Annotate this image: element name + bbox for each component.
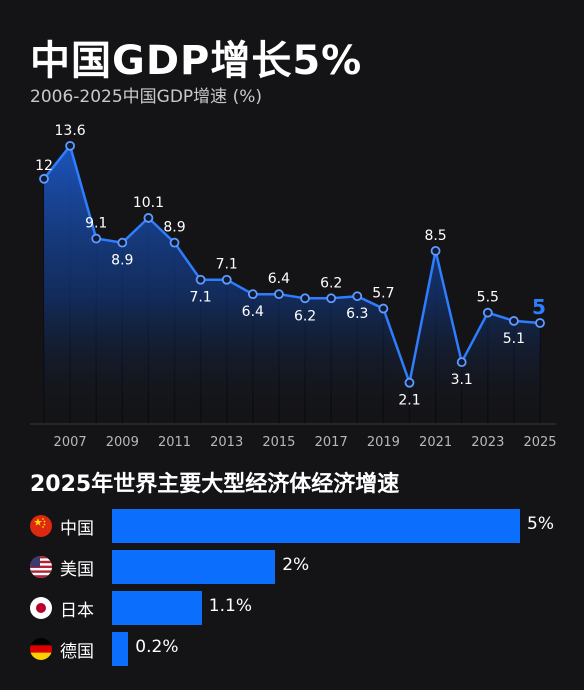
data-point: [143, 213, 154, 223]
data-point: [91, 233, 102, 244]
bar-value-label: 5%: [527, 514, 554, 534]
data-label: 6.4: [268, 271, 290, 287]
data-point: [508, 316, 519, 326]
data-point: [352, 291, 363, 302]
bar-value-label: 2%: [282, 555, 310, 575]
data-label: 6.2: [294, 308, 316, 324]
data-label: 7.1: [216, 257, 238, 273]
x-tick-label: 2013: [210, 435, 243, 450]
bar: [112, 550, 276, 584]
data-label: 9.1: [85, 216, 107, 232]
x-tick-label: 2007: [54, 435, 87, 450]
x-tick-label: 2017: [315, 435, 348, 450]
data-point: [482, 307, 493, 318]
bar-row: 中国 5%: [0, 507, 584, 545]
data-point: [378, 303, 389, 314]
data-point: [169, 237, 180, 248]
data-label: 8.9: [163, 220, 185, 236]
data-label: 7.1: [189, 290, 211, 306]
x-tick-label: 2009: [106, 435, 139, 450]
page-title: 中国GDP增长5%: [30, 38, 363, 84]
bar: [112, 509, 520, 543]
data-label: 5.5: [477, 290, 499, 306]
data-point: [300, 293, 310, 304]
bar-row: 美国 2%: [0, 548, 584, 586]
data-label: 10.1: [133, 195, 164, 211]
x-tick-label: 2019: [367, 435, 400, 450]
data-label: 8.9: [111, 253, 133, 269]
bar: [112, 632, 129, 666]
data-point: [247, 289, 258, 300]
page-subtitle: 2006-2025中国GDP增速 (%): [30, 87, 262, 107]
country-label: 美国: [60, 560, 94, 580]
data-label: 8.5: [424, 228, 446, 244]
bar-chart-title: 2025年世界主要大型经济体经济增速: [30, 472, 400, 497]
bar-value-label: 0.2%: [135, 637, 179, 657]
data-point: [65, 140, 76, 151]
x-tick-label: 2011: [158, 435, 191, 450]
data-point: [274, 289, 284, 300]
data-label: 5.7: [372, 286, 394, 302]
usa-flag-icon: [30, 556, 52, 578]
data-point: [456, 357, 467, 368]
x-tick-label: 2025: [523, 435, 556, 450]
data-label: 3.1: [451, 372, 473, 388]
data-point: [221, 274, 232, 285]
bar-value-label: 1.1%: [208, 596, 252, 616]
data-point: [39, 173, 49, 184]
china-flag-icon: [30, 515, 52, 537]
data-point: [195, 274, 206, 285]
data-label: 13.6: [55, 123, 86, 139]
data-point: [326, 293, 337, 304]
x-tick-label: 2023: [471, 435, 504, 450]
data-label: 6.4: [242, 304, 264, 320]
bar-row: 德国 0.2%: [0, 630, 584, 668]
germany-flag-icon: [30, 638, 52, 660]
japan-flag-icon: [30, 597, 52, 619]
data-label: 5: [532, 295, 546, 319]
data-point: [404, 377, 415, 388]
country-label: 德国: [60, 642, 94, 662]
gdp-growth-area-chart: 1213.69.18.910.18.97.17.16.46.46.26.26.3…: [30, 123, 557, 450]
x-tick-label: 2021: [419, 435, 452, 450]
data-point: [535, 318, 545, 328]
country-label: 日本: [60, 601, 94, 621]
data-point: [430, 245, 441, 256]
data-label: 6.3: [346, 306, 368, 322]
x-tick-label: 2015: [262, 435, 295, 450]
data-point: [117, 237, 128, 248]
bar-row: 日本 1.1%: [0, 589, 584, 627]
data-label: 5.1: [503, 331, 525, 347]
data-label: 12: [35, 158, 53, 174]
bar: [112, 591, 202, 625]
data-label: 6.2: [320, 275, 342, 291]
country-label: 中国: [60, 519, 94, 539]
series-line: [43, 144, 541, 384]
data-label: 2.1: [398, 393, 420, 409]
